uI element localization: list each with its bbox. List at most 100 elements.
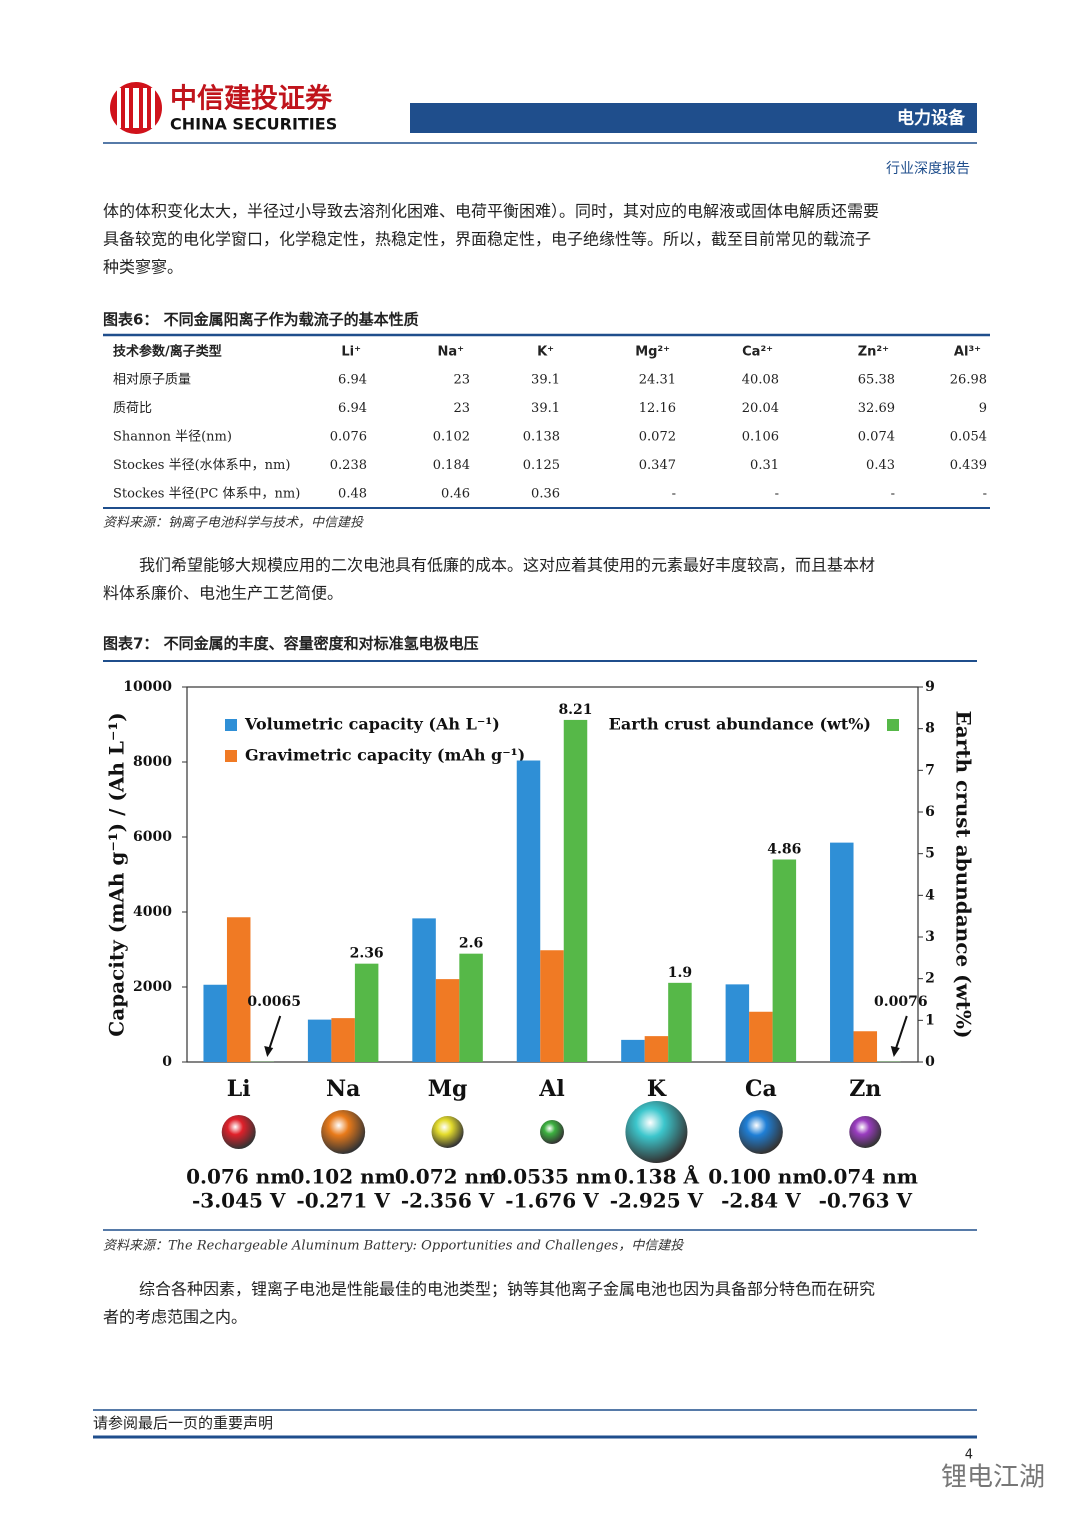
y-tick-label: 2000 bbox=[133, 979, 172, 995]
y-tick-label: 0 bbox=[162, 1054, 172, 1070]
figure-source: 资料来源：The Rechargeable Aluminum Battery: … bbox=[103, 1239, 684, 1254]
table-cell: 23 bbox=[453, 373, 470, 388]
bar bbox=[853, 1031, 878, 1062]
table-cell: - bbox=[775, 487, 779, 502]
bar bbox=[830, 842, 854, 1062]
y2-tick-label: 6 bbox=[925, 804, 935, 820]
y-tick-label: 4000 bbox=[133, 904, 172, 920]
table-cell: 0.238 bbox=[330, 458, 367, 473]
table-cell: 质荷比 bbox=[113, 401, 152, 416]
table-cell: 9 bbox=[979, 401, 987, 416]
legend-label: Earth crust abundance (wt%) bbox=[609, 715, 871, 734]
table-header: Li⁺ bbox=[341, 345, 361, 360]
ion-sphere bbox=[625, 1101, 688, 1163]
x-tick-label: Na bbox=[326, 1076, 360, 1102]
legend-swatch bbox=[225, 719, 237, 731]
table-cell: 0.439 bbox=[950, 458, 987, 473]
table-cell: 39.1 bbox=[531, 373, 560, 388]
ion-sphere bbox=[849, 1116, 882, 1148]
table-cell: 39.1 bbox=[531, 401, 560, 416]
table-cell: 0.31 bbox=[750, 458, 779, 473]
logo bbox=[110, 82, 162, 134]
value-label: 2.6 bbox=[459, 936, 483, 952]
table-cell: 26.98 bbox=[950, 373, 987, 388]
table-cell: 6.94 bbox=[338, 373, 367, 388]
y2-axis-label: Earth crust abundance (wt%) bbox=[952, 711, 976, 1039]
legend-swatch bbox=[225, 750, 237, 762]
bar bbox=[563, 719, 588, 1062]
table-cell: 0.076 bbox=[330, 430, 367, 445]
table-cell: 23 bbox=[453, 401, 470, 416]
table-header: K⁺ bbox=[537, 345, 554, 360]
bar bbox=[307, 1019, 332, 1062]
table-header: Na⁺ bbox=[437, 345, 464, 360]
paragraph-line: 者的考虑范围之内。 bbox=[103, 1308, 247, 1327]
paragraph-line: 具备较宽的电化学窗口，化学稳定性，热稳定性，界面稳定性，电子绝缘性等。所以，截至… bbox=[103, 230, 871, 249]
annotation-arrow bbox=[267, 1015, 282, 1053]
x-tick-label: Mg bbox=[428, 1076, 468, 1102]
table-cell: - bbox=[891, 487, 895, 502]
disclaimer: 请参阅最后一页的重要声明 bbox=[93, 1414, 273, 1432]
y2-tick-label: 4 bbox=[925, 887, 935, 903]
legend-label: Volumetric capacity (Ah L⁻¹) bbox=[244, 715, 500, 734]
value-label: 8.21 bbox=[558, 702, 592, 718]
bar bbox=[749, 1011, 773, 1062]
table-cell: - bbox=[983, 487, 987, 502]
ion-radius: 0.076 nm bbox=[186, 1165, 291, 1189]
bar bbox=[644, 1036, 669, 1062]
y2-tick-label: 0 bbox=[925, 1054, 935, 1070]
bar bbox=[354, 963, 379, 1062]
paragraph-line: 种类寥寥。 bbox=[103, 258, 183, 277]
table-cell: 0.184 bbox=[433, 458, 470, 473]
ion-radius: 0.100 nm bbox=[708, 1165, 813, 1189]
table-cell: 20.04 bbox=[742, 401, 779, 416]
table-cell: 0.46 bbox=[441, 487, 470, 502]
table-header: Ca²⁺ bbox=[742, 345, 773, 360]
ion-radius: 0.072 nm bbox=[395, 1165, 500, 1189]
ion-potential: -2.925 V bbox=[610, 1189, 704, 1213]
legend-swatch bbox=[887, 719, 899, 731]
bar bbox=[772, 859, 797, 1062]
table-cell: 32.69 bbox=[858, 401, 895, 416]
value-label: 4.86 bbox=[767, 842, 801, 858]
bar bbox=[540, 950, 564, 1062]
y2-tick-label: 5 bbox=[925, 846, 935, 862]
ion-sphere bbox=[540, 1120, 564, 1144]
bar bbox=[725, 984, 750, 1062]
bar bbox=[331, 1018, 355, 1062]
paragraph-line: 体的体积变化太大，半径过小导致去溶剂化困难、电荷平衡困难）。同时，其对应的电解液… bbox=[103, 202, 879, 221]
legend-label: Gravimetric capacity (mAh g⁻¹) bbox=[245, 746, 525, 765]
logo-cn: 中信建投证券 bbox=[170, 83, 333, 115]
ion-potential: -0.763 V bbox=[819, 1189, 913, 1213]
paragraph-line: 综合各种因素，锂离子电池是性能最佳的电池类型；钠等其他离子金属电池也因为具备部分… bbox=[139, 1280, 875, 1299]
ion-sphere bbox=[221, 1115, 256, 1149]
y-tick-label: 6000 bbox=[133, 829, 172, 845]
annotation-arrowhead bbox=[264, 1046, 274, 1057]
table-cell: 40.08 bbox=[742, 373, 779, 388]
table-header: Al³⁺ bbox=[954, 345, 981, 360]
ion-radius: 0.138 Å bbox=[614, 1165, 700, 1189]
annotation-arrowhead bbox=[890, 1046, 900, 1057]
watermark: 锂电江湖 bbox=[941, 1463, 1045, 1493]
table-header: 技术参数/离子类型 bbox=[113, 344, 222, 360]
ion-radius: 0.102 nm bbox=[290, 1165, 395, 1189]
table-cell: 0.054 bbox=[950, 430, 987, 445]
table-cell: 0.072 bbox=[639, 430, 676, 445]
y2-tick-label: 7 bbox=[925, 762, 935, 778]
y2-tick-label: 9 bbox=[925, 679, 935, 695]
ion-potential: -2.84 V bbox=[721, 1189, 801, 1213]
ion-sphere bbox=[738, 1110, 783, 1154]
y2-tick-label: 8 bbox=[925, 721, 935, 737]
bar bbox=[668, 982, 692, 1062]
table-title: 图表6： 不同金属阳离子作为载流子的基本性质 bbox=[103, 311, 419, 329]
table-cell: 相对原子质量 bbox=[113, 373, 191, 388]
ion-potential: -0.271 V bbox=[296, 1189, 390, 1213]
bar bbox=[203, 984, 227, 1062]
table-cell: 6.94 bbox=[338, 401, 367, 416]
bar bbox=[435, 979, 460, 1062]
x-tick-label: K bbox=[647, 1076, 667, 1102]
x-tick-label: Al bbox=[538, 1076, 564, 1102]
table-source: 资料来源：钠离子电池科学与技术，中信建投 bbox=[103, 515, 364, 531]
y-axis-label: Capacity (mAh g⁻¹) / (Ah L⁻¹) bbox=[105, 712, 129, 1036]
